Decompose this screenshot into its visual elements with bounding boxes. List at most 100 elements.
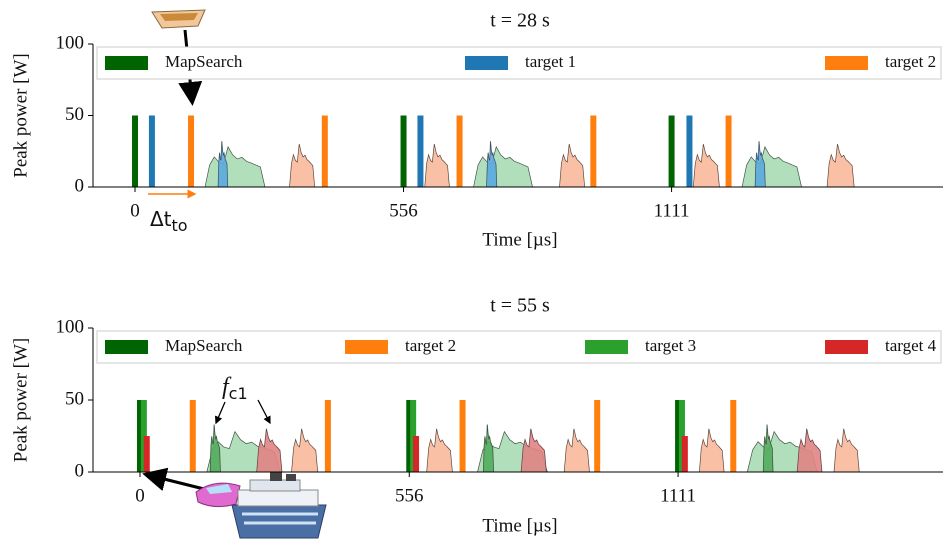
echo xyxy=(558,143,586,188)
pulse xyxy=(730,400,737,472)
pulse xyxy=(132,115,139,187)
pulse xyxy=(456,115,463,187)
y-tick-label: 50 xyxy=(65,104,84,125)
ship-icons xyxy=(142,467,327,539)
annotation: fc1 xyxy=(222,374,248,403)
echo-outline xyxy=(256,428,283,473)
echo xyxy=(217,141,229,188)
legend-label: target 2 xyxy=(405,336,456,355)
annotation-text: Δt xyxy=(150,207,172,231)
echo-outline xyxy=(291,428,319,473)
y-axis-label: Peak power [W] xyxy=(10,338,31,463)
echo-outline xyxy=(209,424,221,473)
echo xyxy=(472,145,534,188)
pulse xyxy=(590,115,597,187)
x-axis-label: Time [µs] xyxy=(482,515,557,536)
annotation-subscript: to xyxy=(172,216,188,235)
echo-outline xyxy=(424,144,450,188)
legend-box xyxy=(96,330,942,364)
fc-arrow xyxy=(257,399,271,425)
echo xyxy=(424,143,450,188)
echo xyxy=(698,428,725,473)
echo xyxy=(762,424,774,473)
pulse xyxy=(459,400,466,472)
echo-outline xyxy=(217,141,229,188)
echo-outline xyxy=(483,424,494,473)
echo xyxy=(209,424,221,473)
echo-outline xyxy=(473,146,533,188)
legend-label: MapSearch xyxy=(165,52,243,71)
pulse xyxy=(324,400,331,472)
y-tick-label: 100 xyxy=(56,32,85,53)
echo xyxy=(796,428,823,473)
pulse xyxy=(417,115,424,187)
echo-outline xyxy=(289,144,315,188)
boat-icon xyxy=(151,9,206,106)
y-tick-label: 100 xyxy=(56,316,85,337)
pulse xyxy=(675,400,682,472)
echo-outline xyxy=(563,428,590,473)
pulse xyxy=(189,400,196,472)
echo-outline xyxy=(826,144,855,188)
pulse xyxy=(400,115,407,187)
pulse xyxy=(188,115,195,187)
legend-swatch xyxy=(105,56,148,70)
pulse xyxy=(668,115,675,187)
echo xyxy=(289,143,316,188)
pulse xyxy=(148,115,155,187)
y-tick-label: 0 xyxy=(75,460,85,481)
pulse xyxy=(681,436,688,472)
annotation: Δtto xyxy=(150,207,188,235)
x-tick-label: 556 xyxy=(389,200,418,221)
echo xyxy=(563,428,590,473)
fc-arrow xyxy=(214,401,226,425)
echo-outline xyxy=(204,146,266,188)
echo xyxy=(426,428,453,473)
y-tick-label: 50 xyxy=(65,388,84,409)
echo-outline xyxy=(693,144,720,188)
pulse xyxy=(686,115,693,187)
chart-title: t = 28 s xyxy=(490,10,550,32)
legend: MapSearch target 1 target 2 xyxy=(105,52,936,71)
x-axis-label: Time [µs] xyxy=(482,229,557,250)
legend-swatch xyxy=(825,56,868,70)
echo xyxy=(520,428,547,473)
legend-label: target 3 xyxy=(645,336,696,355)
echo-outline xyxy=(520,428,547,473)
legend-box xyxy=(96,46,942,80)
echo xyxy=(482,424,495,473)
legend-swatch xyxy=(465,56,508,70)
echo-outline xyxy=(833,428,860,473)
legend-swatch xyxy=(345,340,388,354)
pulse xyxy=(321,115,328,187)
echo xyxy=(204,145,266,188)
echo-outline xyxy=(486,141,498,188)
pulse xyxy=(143,436,150,472)
legend-label: target 2 xyxy=(885,52,936,71)
echo xyxy=(754,141,766,188)
legend-swatch xyxy=(585,340,628,354)
chart-title: t = 55 s xyxy=(490,295,550,317)
x-tick-label: 1111 xyxy=(660,485,696,506)
echo xyxy=(291,428,319,473)
echo-outline xyxy=(699,428,725,473)
legend: MapSearch target 2 target 3 target 4 xyxy=(105,336,937,355)
annotation-text: f xyxy=(222,374,232,400)
x-tick-label: 556 xyxy=(395,485,424,506)
pulse xyxy=(136,400,143,472)
echo-outline xyxy=(796,428,823,473)
echo xyxy=(741,145,803,188)
pulse xyxy=(594,400,601,472)
echo xyxy=(826,143,855,188)
legend-label: MapSearch xyxy=(165,336,243,355)
echo xyxy=(256,428,283,473)
echo-outline xyxy=(741,146,802,188)
x-tick-label: 1111 xyxy=(654,200,690,221)
echo-outline xyxy=(754,141,766,188)
echo-outline xyxy=(426,428,453,473)
x-tick-label: 0 xyxy=(130,200,140,221)
y-tick-label: 0 xyxy=(75,175,85,196)
annotation-subscript: c1 xyxy=(229,384,248,403)
pulse xyxy=(413,436,420,472)
